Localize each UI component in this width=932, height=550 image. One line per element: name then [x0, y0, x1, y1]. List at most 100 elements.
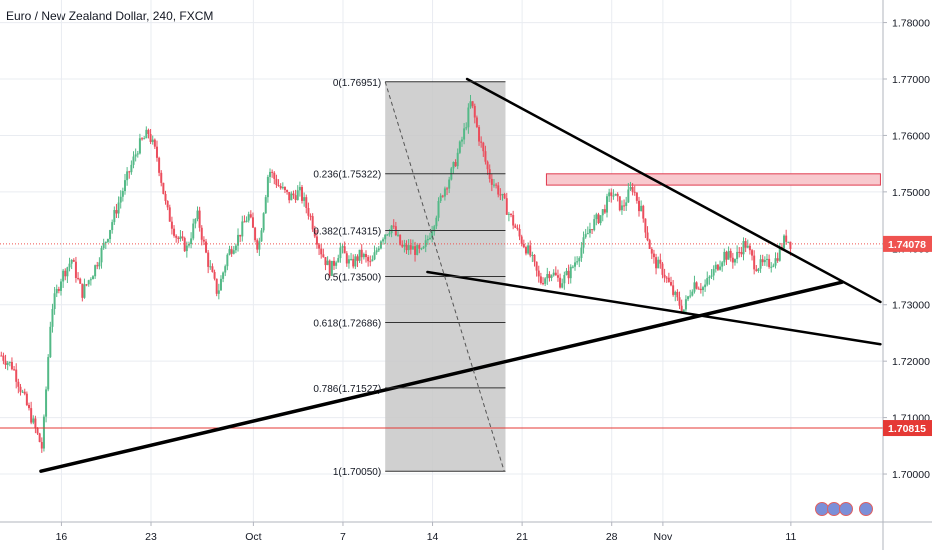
candle-body [91, 276, 94, 280]
candle-body [627, 189, 630, 203]
candle-body [279, 186, 282, 189]
candle-body [339, 247, 342, 259]
candle-body [232, 250, 235, 254]
candle-body [612, 195, 615, 197]
candle-body [352, 258, 355, 267]
candle-body [262, 213, 265, 231]
resistance-zone[interactable] [545, 173, 881, 186]
trendline[interactable] [39, 280, 844, 473]
candle-body [736, 251, 739, 260]
candle-body [234, 245, 237, 251]
candle-body [443, 188, 446, 197]
candle-body [213, 272, 216, 279]
candle-body [620, 205, 623, 211]
candle-body [512, 215, 515, 226]
candle-body [106, 239, 109, 242]
candle-body [202, 239, 205, 242]
candle-body [409, 245, 412, 250]
candle-body [294, 195, 297, 200]
time-axis[interactable]: 16 23 Oct 7 14 21 28 Nov 11 [0, 521, 932, 543]
candle-body [390, 225, 393, 234]
candle-body [350, 258, 353, 260]
candle-body [428, 237, 431, 240]
x-tick-label: 23 [145, 531, 157, 543]
candle-body [731, 257, 734, 263]
candle-body [177, 237, 180, 239]
candle-body [19, 386, 22, 392]
candle-body [510, 213, 513, 216]
indicator-badge-icon[interactable] [815, 502, 829, 516]
candle-body [258, 241, 261, 250]
candle-body [17, 381, 20, 387]
candle-body [32, 418, 35, 423]
candle-body [648, 240, 651, 249]
candle-body [768, 258, 771, 267]
candle-body [721, 262, 724, 267]
candle-body [484, 151, 487, 162]
candle-body [8, 361, 11, 363]
support-price-tag [883, 420, 932, 437]
candle-body [518, 229, 521, 237]
indicator-badge-icon[interactable] [859, 502, 873, 516]
x-tick-label: Oct [245, 531, 261, 543]
price-axis[interactable]: 1.780001.770001.760001.750001.740001.730… [882, 0, 932, 550]
candle-body [420, 248, 423, 250]
candle-body [269, 171, 272, 177]
candle-body [635, 192, 638, 201]
candle-body [241, 221, 244, 237]
candle-body [66, 267, 69, 277]
trendline[interactable] [426, 270, 882, 346]
candle-body [386, 234, 389, 236]
candle-body [550, 275, 553, 278]
candle-body [480, 141, 483, 143]
trendline[interactable] [465, 77, 882, 304]
candle-body [51, 308, 54, 327]
candle-body [375, 250, 378, 253]
candle-body [565, 270, 568, 275]
candle-body [588, 229, 591, 234]
candle-body [546, 274, 549, 279]
candle-body [168, 207, 171, 222]
indicator-badge-icon[interactable] [827, 502, 841, 516]
candle-body [561, 283, 564, 288]
candle-body [96, 265, 99, 267]
indicator-badges[interactable] [815, 502, 873, 516]
candle-body [567, 270, 570, 279]
candle-body [652, 253, 655, 258]
candle-body [211, 266, 214, 273]
candle-body [121, 191, 124, 197]
candle-body [657, 259, 660, 269]
trendlines[interactable] [39, 77, 882, 473]
candle-body [753, 255, 756, 270]
candle-body [522, 243, 525, 248]
candle-body [379, 241, 382, 249]
candle-body [138, 138, 141, 154]
candle-body [680, 305, 683, 313]
support-price-label: 1.70815 [888, 423, 926, 435]
candle-body [28, 405, 31, 409]
candle-body [633, 191, 636, 193]
candle-body [373, 252, 376, 260]
resistance-rectangle[interactable] [545, 173, 881, 186]
candle-body [256, 240, 259, 250]
candle-body [757, 268, 760, 271]
candle-body [727, 250, 730, 260]
fib-level-label: 0.382(1.74315) [313, 227, 381, 238]
candle-body [369, 261, 372, 263]
candle-body [433, 226, 436, 232]
candle-body [70, 259, 73, 264]
candle-body [160, 172, 163, 183]
indicator-badge-icon[interactable] [839, 502, 853, 516]
candle-body [454, 162, 457, 167]
candle-body [729, 250, 732, 258]
candle-body [539, 276, 542, 284]
candle-body [179, 236, 182, 239]
candle-body [405, 244, 408, 251]
candle-body [49, 326, 52, 358]
candle-body [275, 178, 278, 186]
fib-level-label: 0.5(1.73500) [324, 273, 381, 284]
candle-body [55, 288, 58, 294]
y-tick-label: 1.78000 [892, 18, 930, 30]
candle-body [691, 291, 694, 296]
